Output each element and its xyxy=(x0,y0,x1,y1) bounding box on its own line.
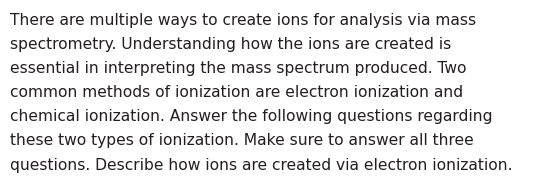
Text: these two types of ionization. Make sure to answer all three: these two types of ionization. Make sure… xyxy=(10,133,474,149)
Text: questions. Describe how ions are created via electron ionization.: questions. Describe how ions are created… xyxy=(10,158,513,173)
Text: essential in interpreting the mass spectrum produced. Two: essential in interpreting the mass spect… xyxy=(10,61,466,76)
Text: common methods of ionization are electron ionization and: common methods of ionization are electro… xyxy=(10,85,463,100)
Text: spectrometry. Understanding how the ions are created is: spectrometry. Understanding how the ions… xyxy=(10,37,451,52)
Text: There are multiple ways to create ions for analysis via mass: There are multiple ways to create ions f… xyxy=(10,13,476,28)
Text: chemical ionization. Answer the following questions regarding: chemical ionization. Answer the followin… xyxy=(10,109,493,124)
